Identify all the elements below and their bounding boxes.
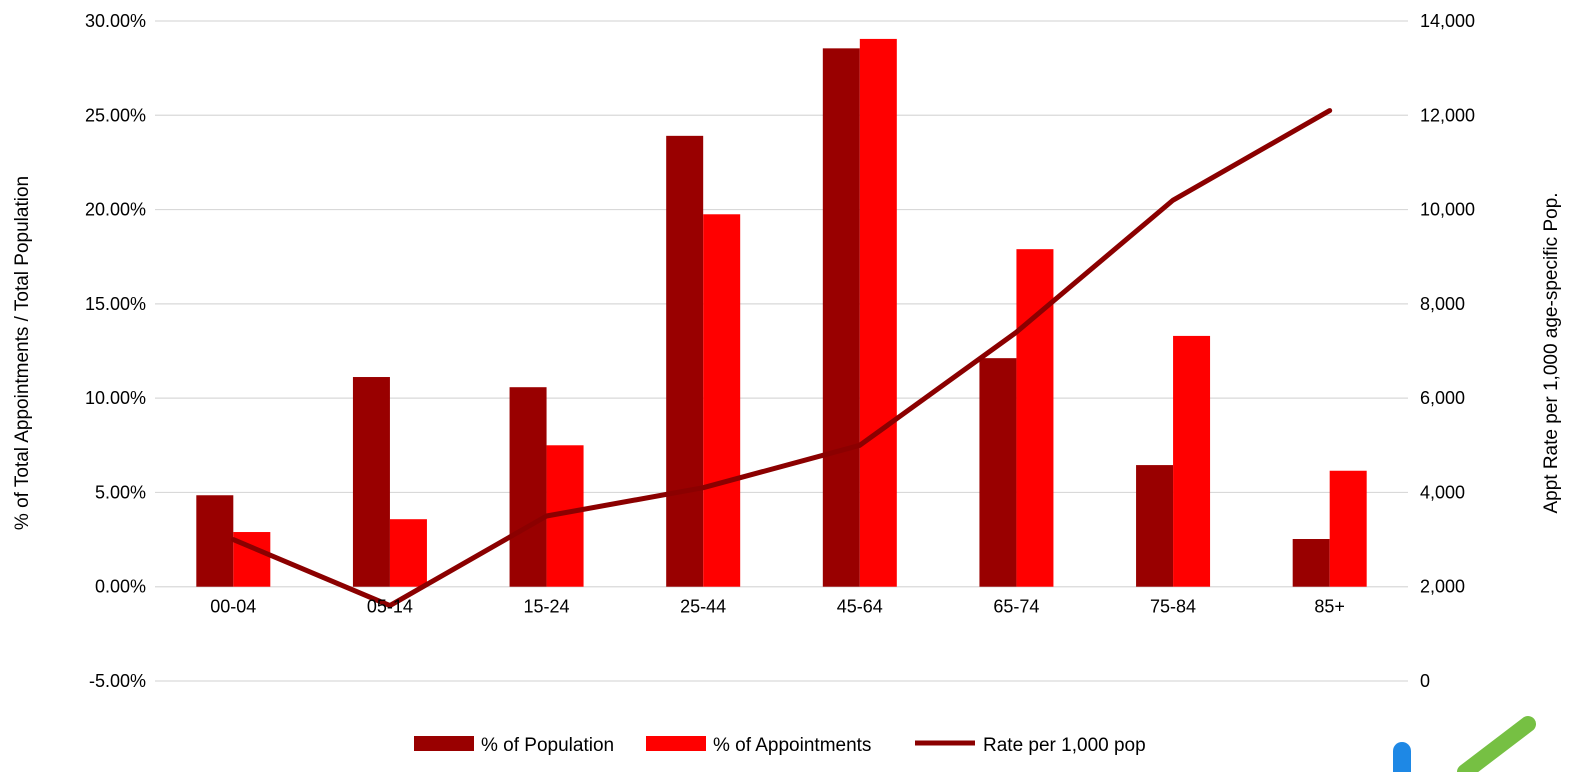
bar-population	[196, 495, 234, 587]
x-tick-label: 85+	[1314, 597, 1345, 617]
x-tick-label: 05-14	[367, 597, 413, 617]
bar-population	[352, 377, 390, 587]
gridlines	[155, 20, 1408, 682]
left-axis-ticks: -5.00% 0.00% 5.00% 10.00% 15.00% 20.00% 25.00%…	[85, 11, 146, 691]
bar-appointments	[859, 38, 897, 587]
bar-population	[509, 387, 547, 587]
left-tick-label: -5.00%	[89, 671, 146, 691]
x-tick-label: 15-24	[524, 597, 570, 617]
x-tick-label: 45-64	[837, 597, 883, 617]
right-tick-label: 2,000	[1420, 577, 1465, 597]
left-tick-label: 15.00%	[85, 294, 146, 314]
left-tick-label: 25.00%	[85, 105, 146, 125]
line-series	[230, 108, 1333, 609]
right-tick-label: 14,000	[1420, 11, 1475, 31]
legend-label-population: % of Population	[481, 735, 614, 756]
bar-population	[822, 48, 860, 587]
bar-series	[196, 38, 1367, 587]
logo-blue-stroke	[1393, 742, 1411, 772]
right-tick-label: 6,000	[1420, 388, 1465, 408]
bar-population	[979, 358, 1017, 587]
right-tick-label: 10,000	[1420, 200, 1475, 220]
legend-label-rate: Rate per 1,000 pop	[983, 735, 1146, 756]
legend-label-appointments: % of Appointments	[713, 735, 871, 756]
right-tick-label: 4,000	[1420, 482, 1465, 502]
x-tick-label: 00-04	[210, 597, 256, 617]
legend-swatch-appointments	[646, 736, 706, 751]
bar-appointments	[1016, 249, 1054, 587]
legend-swatch-population	[414, 736, 474, 751]
legend: % of Population % of Appointments Rate p…	[414, 735, 1146, 756]
x-tick-label: 65-74	[993, 597, 1039, 617]
left-axis-title: % of Total Appointments / Total Populati…	[12, 176, 33, 530]
x-tick-label: 75-84	[1150, 597, 1196, 617]
right-tick-label: 0	[1420, 671, 1430, 691]
bar-population	[1292, 539, 1330, 587]
left-tick-label: 20.00%	[85, 200, 146, 220]
logo-green-stroke	[1457, 716, 1536, 772]
brand-logo	[1393, 716, 1536, 772]
bar-appointments	[1329, 470, 1367, 587]
bar-population	[666, 135, 704, 587]
left-tick-label: 0.00%	[95, 577, 146, 597]
right-tick-label: 8,000	[1420, 294, 1465, 314]
bar-appointments	[389, 519, 427, 587]
right-axis-ticks: 0 2,000 4,000 6,000 8,000 10,000 12,000 14,000	[1420, 11, 1475, 691]
rate-line	[230, 108, 1333, 609]
bar-population	[1136, 465, 1174, 587]
right-axis-title: Appt Rate per 1,000 age-specific Pop.	[1541, 192, 1562, 513]
left-tick-label: 10.00%	[85, 388, 146, 408]
bar-appointments	[703, 214, 741, 587]
bar-appointments	[1173, 335, 1211, 587]
left-tick-label: 30.00%	[85, 11, 146, 31]
right-tick-label: 12,000	[1420, 105, 1475, 125]
left-tick-label: 5.00%	[95, 482, 146, 502]
x-tick-label: 25-44	[680, 597, 726, 617]
x-axis-ticks: 00-04 05-14 15-24 25-44 45-64 65-74 75-84 85+	[210, 597, 1345, 617]
